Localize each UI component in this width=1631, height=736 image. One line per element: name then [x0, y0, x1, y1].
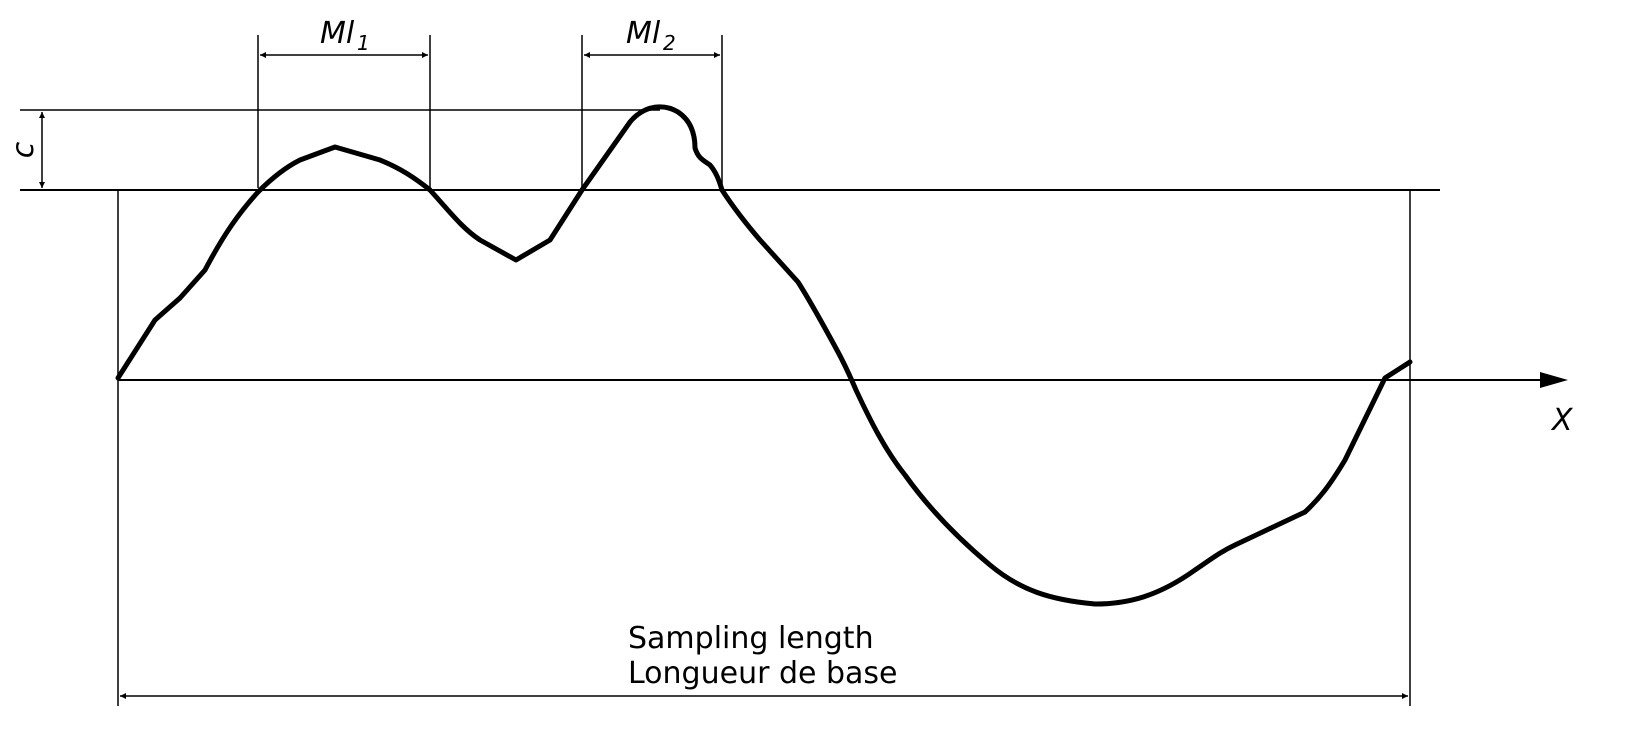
ml1-subscript: 1 [357, 31, 370, 55]
ml2-label: Ml [626, 16, 661, 51]
x-axis-label: X [1550, 403, 1574, 438]
sampling-length-label-fr: Longueur de base [628, 656, 898, 691]
surface-profile-curve [115, 104, 1413, 607]
ml1-label: Ml [320, 16, 355, 51]
x-axis-arrowhead [1540, 372, 1568, 388]
c-label: c [6, 141, 41, 158]
sampling-length-label-en: Sampling length [628, 621, 874, 656]
ml2-subscript: 2 [663, 31, 676, 55]
